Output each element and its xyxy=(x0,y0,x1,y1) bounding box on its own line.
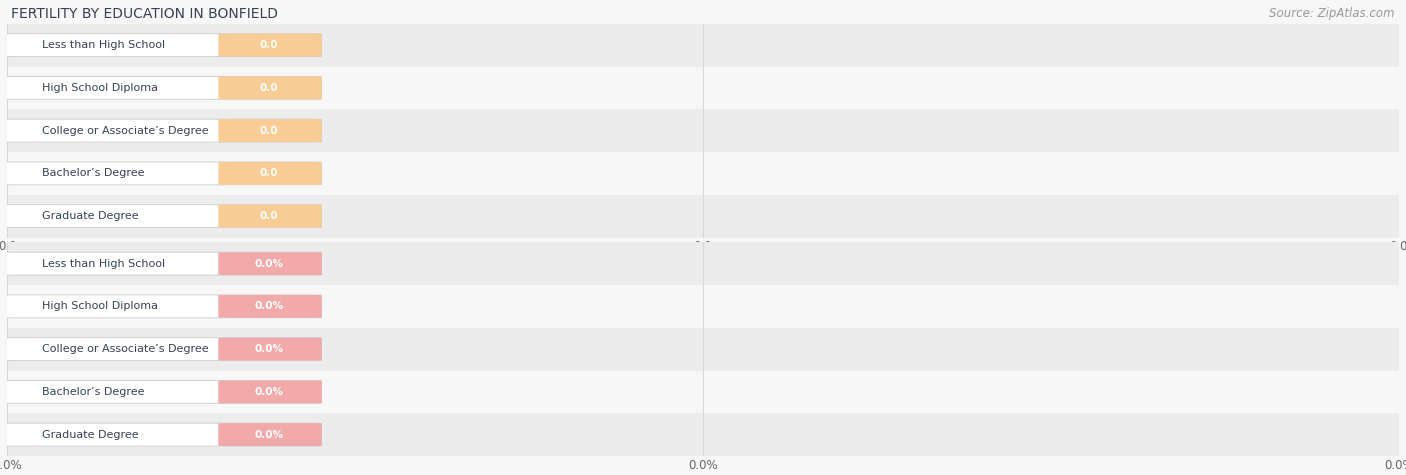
FancyBboxPatch shape xyxy=(0,162,322,185)
FancyBboxPatch shape xyxy=(218,423,322,446)
Text: Less than High School: Less than High School xyxy=(42,258,165,269)
Text: FERTILITY BY EDUCATION IN BONFIELD: FERTILITY BY EDUCATION IN BONFIELD xyxy=(11,7,278,21)
Text: 0.0: 0.0 xyxy=(259,168,278,179)
Text: 0.0: 0.0 xyxy=(259,83,278,93)
Text: Graduate Degree: Graduate Degree xyxy=(42,211,138,221)
Text: 0.0%: 0.0% xyxy=(254,301,283,312)
FancyBboxPatch shape xyxy=(218,380,322,403)
Bar xyxy=(7,370,1399,413)
Text: College or Associate’s Degree: College or Associate’s Degree xyxy=(42,125,208,136)
Text: 0.0%: 0.0% xyxy=(254,429,283,440)
FancyBboxPatch shape xyxy=(0,119,322,142)
FancyBboxPatch shape xyxy=(218,295,322,318)
FancyBboxPatch shape xyxy=(218,205,322,228)
Bar xyxy=(7,285,1399,328)
FancyBboxPatch shape xyxy=(218,162,322,185)
Text: College or Associate’s Degree: College or Associate’s Degree xyxy=(42,344,208,354)
Bar xyxy=(7,24,1399,66)
FancyBboxPatch shape xyxy=(0,423,322,446)
Text: Source: ZipAtlas.com: Source: ZipAtlas.com xyxy=(1270,7,1395,20)
Text: High School Diploma: High School Diploma xyxy=(42,301,157,312)
Text: 0.0: 0.0 xyxy=(259,40,278,50)
FancyBboxPatch shape xyxy=(218,252,322,275)
FancyBboxPatch shape xyxy=(0,338,322,361)
Bar xyxy=(7,413,1399,456)
Text: Less than High School: Less than High School xyxy=(42,40,165,50)
FancyBboxPatch shape xyxy=(0,295,322,318)
FancyBboxPatch shape xyxy=(218,34,322,57)
Text: Bachelor’s Degree: Bachelor’s Degree xyxy=(42,168,145,179)
FancyBboxPatch shape xyxy=(218,119,322,142)
Text: Bachelor’s Degree: Bachelor’s Degree xyxy=(42,387,145,397)
Text: 0.0: 0.0 xyxy=(259,125,278,136)
Bar xyxy=(7,152,1399,195)
Bar xyxy=(7,66,1399,109)
FancyBboxPatch shape xyxy=(0,34,322,57)
FancyBboxPatch shape xyxy=(218,76,322,99)
Text: Graduate Degree: Graduate Degree xyxy=(42,429,138,440)
FancyBboxPatch shape xyxy=(0,252,322,275)
FancyBboxPatch shape xyxy=(0,380,322,403)
Text: 0.0%: 0.0% xyxy=(254,258,283,269)
Bar xyxy=(7,328,1399,371)
FancyBboxPatch shape xyxy=(218,338,322,361)
Bar xyxy=(7,109,1399,152)
Text: 0.0%: 0.0% xyxy=(254,387,283,397)
FancyBboxPatch shape xyxy=(0,205,322,228)
Bar xyxy=(7,195,1399,238)
Bar xyxy=(7,242,1399,285)
FancyBboxPatch shape xyxy=(0,76,322,99)
Text: 0.0%: 0.0% xyxy=(254,344,283,354)
Text: High School Diploma: High School Diploma xyxy=(42,83,157,93)
Text: 0.0: 0.0 xyxy=(259,211,278,221)
